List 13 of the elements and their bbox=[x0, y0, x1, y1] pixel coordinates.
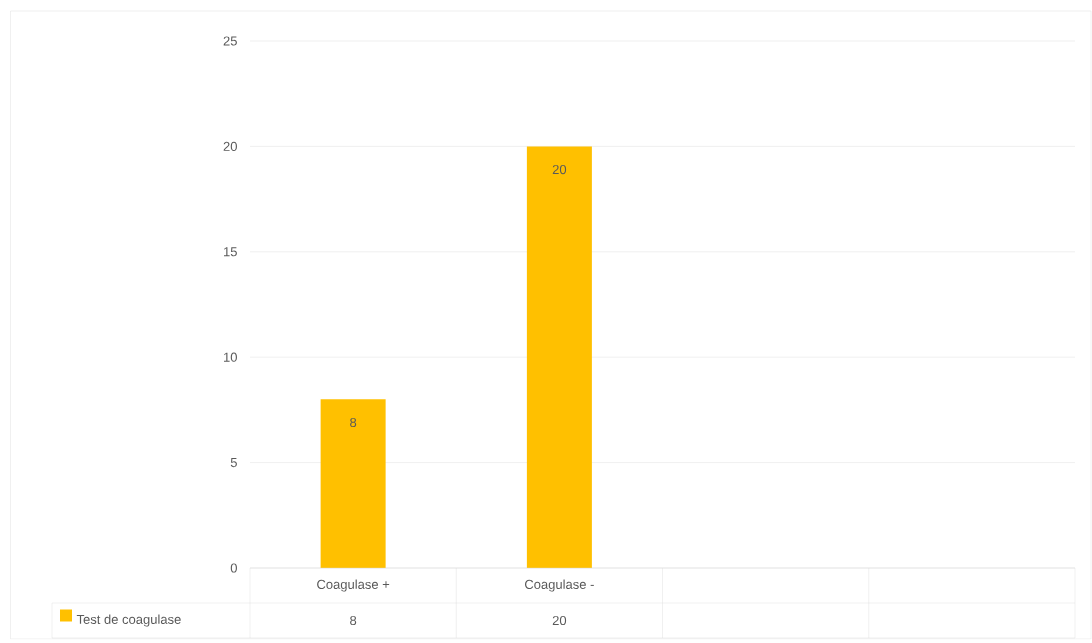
data-label: 8 bbox=[350, 615, 357, 626]
y-tick-label: 15 bbox=[224, 247, 237, 257]
y-tick-label: 5 bbox=[230, 458, 237, 468]
y-tick-label: 25 bbox=[223, 36, 237, 46]
x-tick-label: Coagulase - bbox=[524, 579, 594, 592]
text: 20 bbox=[552, 164, 567, 175]
x-tick-label: Coagulase + bbox=[317, 579, 390, 592]
legend-label: Test de coagulase bbox=[76, 614, 181, 627]
y-tick-label: 0 bbox=[230, 563, 237, 573]
data-label: 20 bbox=[552, 615, 567, 626]
y-tick-label: 20 bbox=[223, 141, 237, 151]
text: 8 bbox=[350, 417, 357, 428]
y-tick-label: 10 bbox=[224, 352, 237, 362]
